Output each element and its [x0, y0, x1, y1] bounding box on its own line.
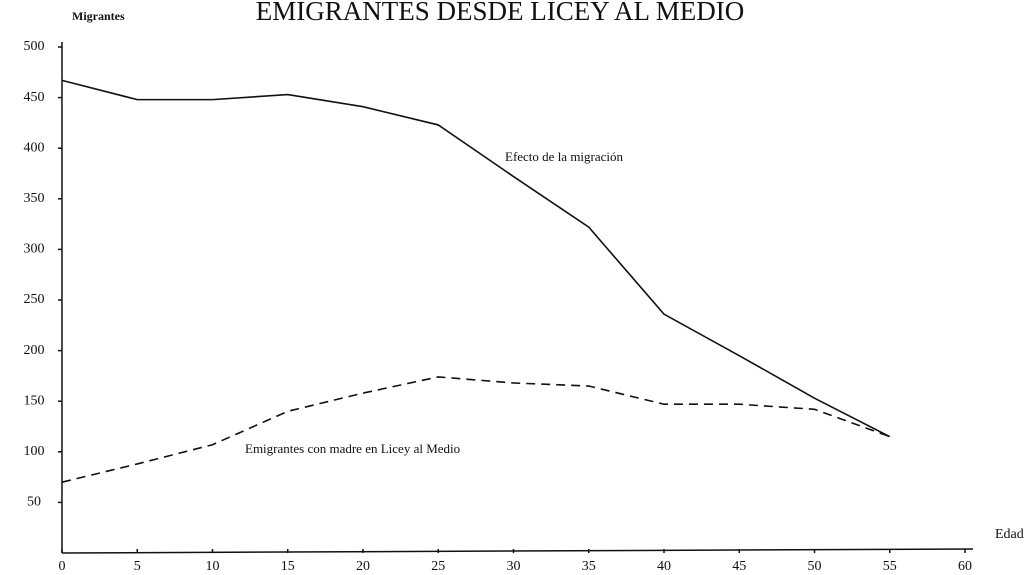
y-tick-label: 350: [24, 191, 45, 206]
chart-title: EMIGRANTES DESDE LICEY AL MEDIO: [256, 0, 744, 26]
y-tick-label: 150: [24, 393, 45, 408]
x-tick-label: 30: [507, 559, 521, 574]
x-tick-label: 10: [206, 559, 220, 574]
y-tick-label: 400: [24, 140, 45, 155]
series-label: Efecto de la migración: [505, 149, 624, 164]
x-tick-label: 45: [732, 559, 746, 574]
y-tick-label: 500: [24, 39, 45, 54]
y-axis-label: Migrantes: [72, 9, 125, 23]
x-tick-label: 0: [59, 559, 66, 574]
x-tick-label: 60: [958, 559, 972, 574]
x-tick-label: 50: [808, 559, 822, 574]
y-tick-label: 100: [24, 444, 45, 459]
x-tick-label: 5: [134, 559, 141, 574]
x-tick-label: 35: [582, 559, 596, 574]
y-tick-label: 200: [24, 343, 45, 358]
x-axis: [61, 548, 974, 554]
series-label: Emigrantes con madre en Licey al Medio: [245, 441, 460, 456]
x-tick-label: 15: [281, 559, 295, 574]
y-tick-label: 250: [24, 292, 45, 307]
x-axis-label: Edad: [995, 527, 1024, 542]
y-tick-label: 50: [27, 495, 41, 510]
x-tick-label: 40: [657, 559, 671, 574]
x-tick-label: 25: [431, 559, 445, 574]
x-tick-label: 20: [356, 559, 370, 574]
y-tick-label: 300: [24, 242, 45, 257]
x-tick-label: 55: [883, 559, 897, 574]
line-series: [61, 376, 891, 483]
line-series: [61, 79, 891, 438]
y-tick-label: 450: [24, 90, 45, 105]
